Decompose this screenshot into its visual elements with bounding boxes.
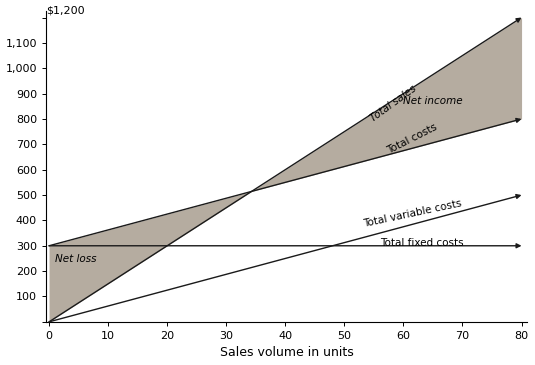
Text: Net income: Net income (403, 96, 463, 106)
Text: Net loss: Net loss (55, 254, 96, 264)
Text: Total sales: Total sales (368, 84, 418, 124)
Text: $1,200: $1,200 (46, 6, 85, 16)
Text: Total variable costs: Total variable costs (362, 198, 462, 228)
X-axis label: Sales volume in units: Sales volume in units (220, 346, 354, 360)
Text: Total fixed costs: Total fixed costs (380, 238, 463, 248)
Text: Total costs: Total costs (386, 122, 439, 156)
